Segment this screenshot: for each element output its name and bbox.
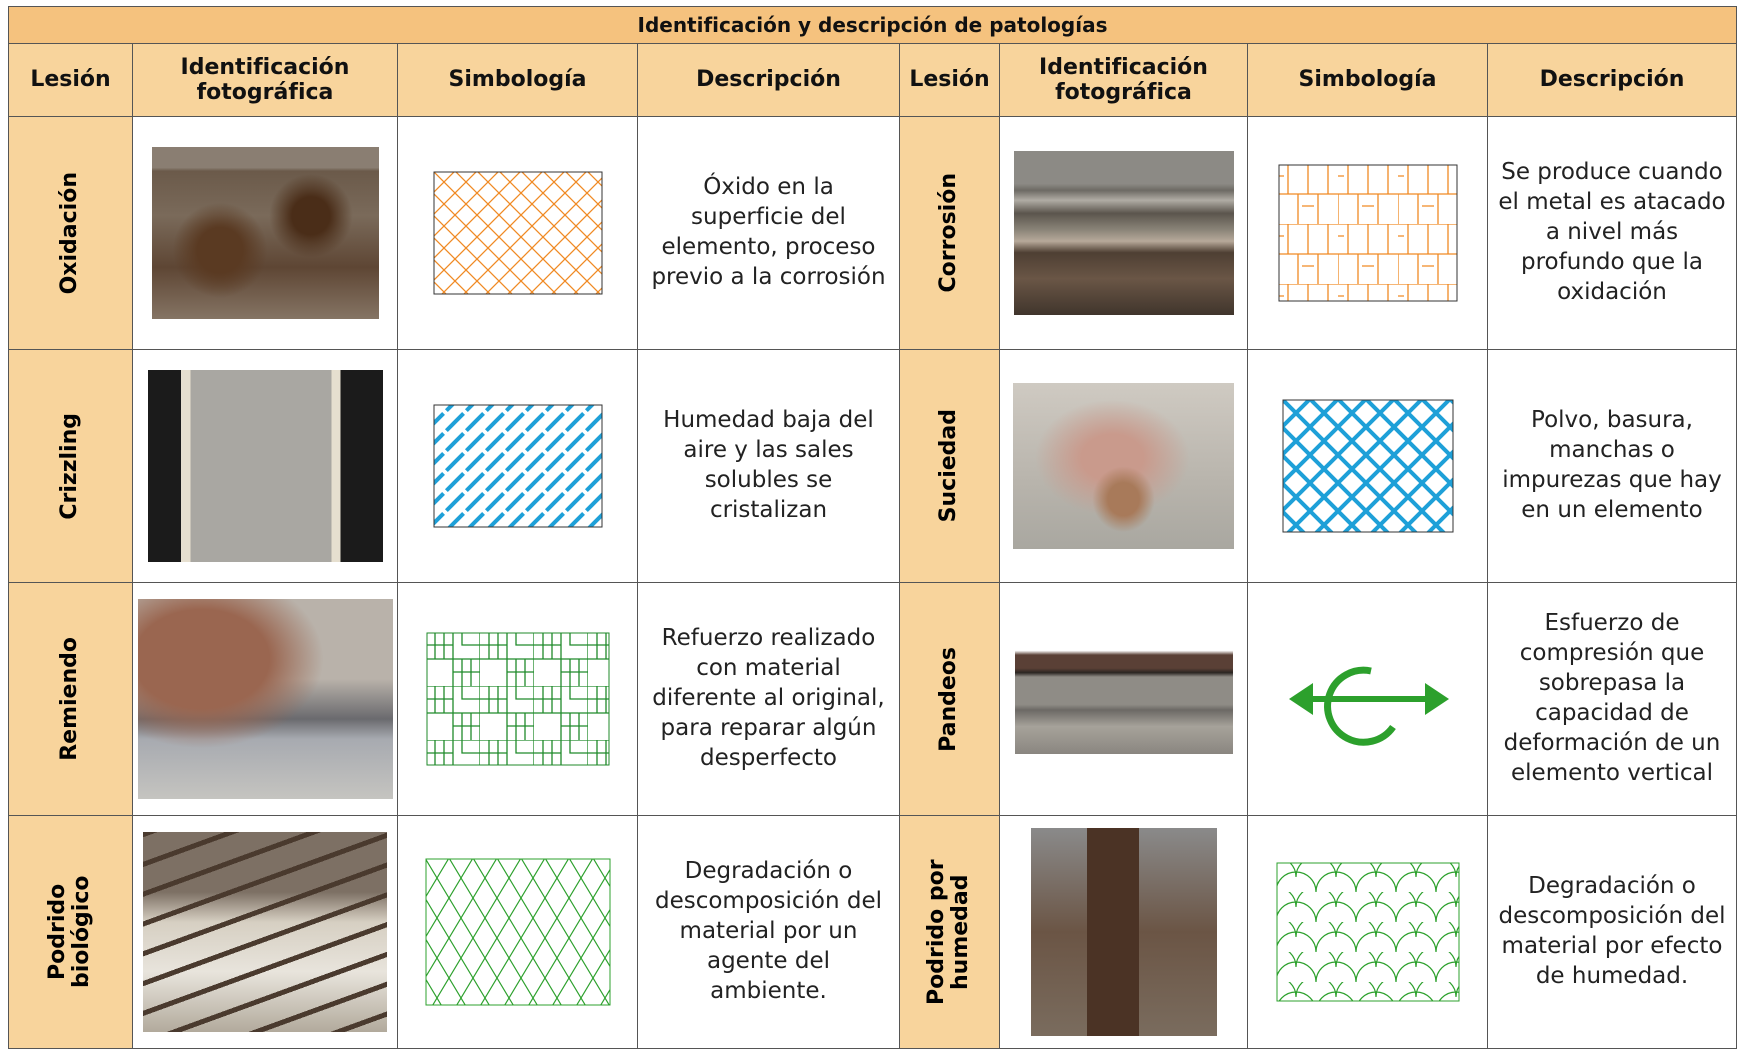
symbol — [426, 632, 609, 766]
photo-cell — [999, 349, 1248, 583]
header: Lesión — [899, 43, 1000, 117]
photo-cell — [132, 582, 398, 816]
photo-cell — [132, 815, 398, 1049]
symbol-cell — [397, 815, 638, 1049]
lesion-cell: Remiendo — [8, 582, 133, 816]
symbol-cell — [397, 349, 638, 583]
photo — [1013, 383, 1234, 549]
photo-cell — [999, 116, 1248, 350]
lesion: Oxidación — [57, 171, 83, 295]
lesion-cell: Oxidación — [8, 116, 133, 350]
lesion-cell: Podrido biológico — [8, 815, 133, 1049]
lesion: Pandeos — [936, 646, 962, 752]
description: Degradación o descomposición del materia… — [637, 815, 900, 1049]
header: Descripción — [1487, 43, 1737, 117]
symbol-cell — [1247, 349, 1488, 583]
lesion-cell: Podrido por humedad — [899, 815, 1000, 1049]
lesion: Podrido por humedad — [924, 859, 974, 1005]
lesion: Corrosión — [936, 173, 962, 293]
symbol — [1276, 862, 1459, 1002]
symbol-cell — [1247, 582, 1488, 816]
symbol-cell — [397, 116, 638, 350]
description: Se produce cuando el metal es atacado a … — [1487, 116, 1737, 350]
photo-cell — [999, 582, 1248, 816]
lesion-cell: Corrosión — [899, 116, 1000, 350]
description: Humedad baja del aire y las sales solubl… — [637, 349, 900, 583]
photo — [1013, 151, 1234, 315]
table-title: Identificación y descripción de patologí… — [8, 6, 1737, 44]
symbol — [1278, 164, 1457, 302]
lesion: Podrido biológico — [45, 875, 95, 989]
lesion: Suciedad — [936, 409, 962, 523]
symbol-cell — [1247, 815, 1488, 1049]
pathology-table: Identificación y descripción de patologí… — [8, 6, 1737, 1049]
description: Esfuerzo de compresión que sobrepasa la … — [1487, 582, 1737, 816]
lesion: Remiendo — [57, 637, 83, 761]
symbol — [1282, 399, 1453, 533]
photo — [1030, 828, 1217, 1036]
lesion: Crizzling — [57, 412, 83, 520]
photo — [151, 147, 379, 319]
symbol — [433, 404, 602, 528]
symbol-cell — [397, 582, 638, 816]
header: Lesión — [8, 43, 133, 117]
lesion-cell: Pandeos — [899, 582, 1000, 816]
photo — [1014, 644, 1233, 754]
symbol-cell — [1247, 116, 1488, 350]
photo — [147, 370, 383, 562]
description: Refuerzo realizado con material diferent… — [637, 582, 900, 816]
header: Identificación fotográfica — [999, 43, 1248, 117]
symbol — [425, 858, 610, 1006]
symbol — [433, 171, 602, 295]
description: Polvo, basura, manchas o impurezas que h… — [1487, 349, 1737, 583]
description: Óxido en la superficie del elemento, pro… — [637, 116, 900, 350]
photo — [137, 599, 393, 799]
lesion-cell: Crizzling — [8, 349, 133, 583]
header: Descripción — [637, 43, 900, 117]
photo-cell — [132, 116, 398, 350]
lesion-cell: Suciedad — [899, 349, 1000, 583]
header: Simbología — [397, 43, 638, 117]
photo-cell — [999, 815, 1248, 1049]
photo — [143, 832, 387, 1032]
header: Identificación fotográfica — [132, 43, 398, 117]
header: Simbología — [1247, 43, 1488, 117]
description: Degradación o descomposición del materia… — [1487, 815, 1737, 1049]
photo-cell — [132, 349, 398, 583]
symbol — [1288, 666, 1449, 746]
